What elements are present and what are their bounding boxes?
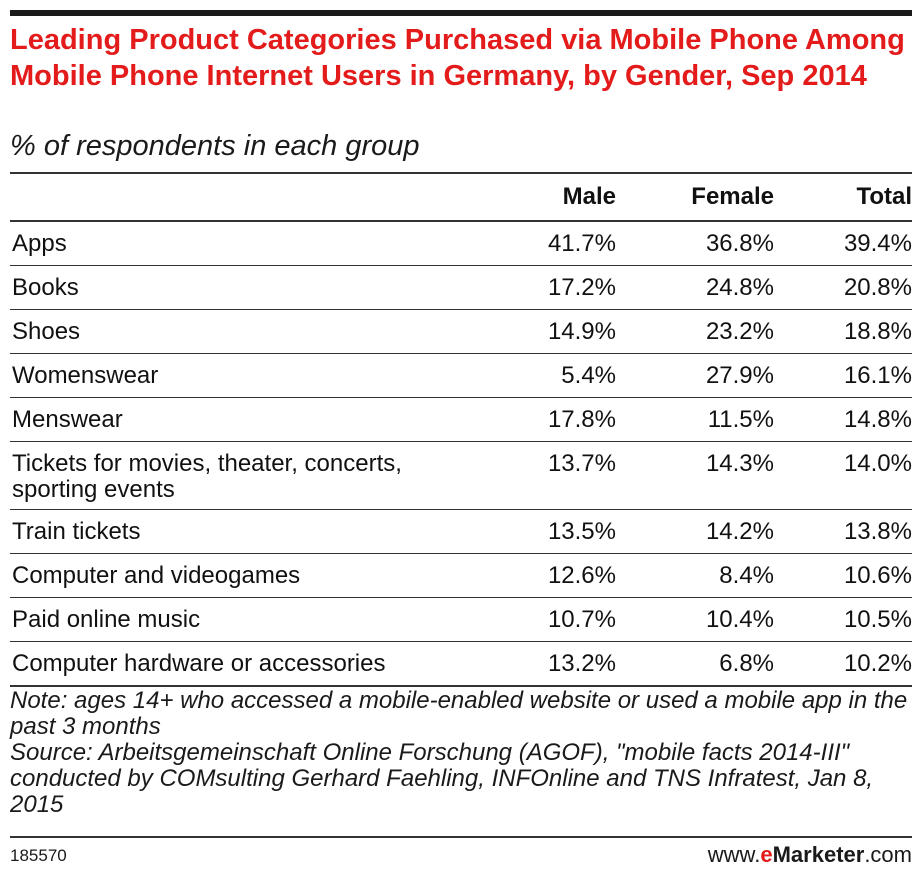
row-value-total: 10.2% — [774, 641, 912, 687]
row-value-female: 11.5% — [616, 397, 774, 442]
row-value-male: 10.7% — [462, 597, 616, 642]
row-value-male: 13.5% — [462, 509, 616, 554]
row-category: Menswear — [10, 397, 462, 442]
row-value-total: 20.8% — [774, 265, 912, 310]
chart-id: 185570 — [10, 846, 67, 865]
brand-prefix: www. — [707, 842, 761, 867]
row-value-total: 14.8% — [774, 397, 912, 442]
source-text: Source: Arbeitsgemeinschaft Online Forsc… — [10, 739, 874, 818]
row-value-female: 24.8% — [616, 265, 774, 310]
column-header-female: Female — [616, 172, 774, 222]
table-row: Paid online music 10.7% 10.4% 10.5% — [10, 597, 912, 642]
row-category: Computer hardware or accessories — [10, 641, 462, 687]
chart-subtitle: % of respondents in each group — [10, 130, 420, 162]
row-value-male: 13.7% — [462, 441, 616, 510]
table-row: Womenswear 5.4% 27.9% 16.1% — [10, 353, 912, 398]
row-value-male: 14.9% — [462, 309, 616, 354]
row-value-female: 8.4% — [616, 553, 774, 598]
row-value-female: 23.2% — [616, 309, 774, 354]
brand-suffix: .com — [864, 842, 912, 867]
bottom-rule — [10, 836, 912, 838]
brand-logo: www.eMarketer.com — [708, 842, 912, 868]
row-value-female: 14.2% — [616, 509, 774, 554]
row-value-total: 10.6% — [774, 553, 912, 598]
row-category: Apps — [10, 221, 462, 266]
table-row: Shoes 14.9% 23.2% 18.8% — [10, 309, 912, 354]
row-value-total: 10.5% — [774, 597, 912, 642]
brand-name: Marketer — [772, 842, 865, 867]
row-value-female: 10.4% — [616, 597, 774, 642]
row-value-total: 13.8% — [774, 509, 912, 554]
column-header-male: Male — [462, 172, 616, 222]
top-rule — [10, 10, 912, 16]
row-value-male: 12.6% — [462, 553, 616, 598]
row-value-total: 14.0% — [774, 441, 912, 510]
table-row: Train tickets 13.5% 14.2% 13.8% — [10, 509, 912, 554]
row-value-female: 36.8% — [616, 221, 774, 266]
chart-title: Leading Product Categories Purchased via… — [10, 24, 905, 92]
table-row: Apps 41.7% 36.8% 39.4% — [10, 221, 912, 266]
header-row: Male Female Total — [10, 172, 912, 222]
table-row: Menswear 17.8% 11.5% 14.8% — [10, 397, 912, 442]
row-value-male: 13.2% — [462, 641, 616, 687]
table-row: Computer hardware or accessories 13.2% 6.8… — [10, 641, 912, 687]
row-value-male: 17.8% — [462, 397, 616, 442]
note-text: Note: ages 14+ who accessed a mobile-ena… — [10, 687, 908, 740]
row-category: Train tickets — [10, 509, 462, 554]
column-header-total: Total — [774, 172, 912, 222]
table-row: Computer and videogames 12.6% 8.4% 10.6% — [10, 553, 912, 598]
row-value-female: 14.3% — [616, 441, 774, 510]
row-value-female: 27.9% — [616, 353, 774, 398]
table-row: Tickets for movies, theater, concerts, s… — [10, 441, 912, 510]
row-category: Womenswear — [10, 353, 462, 398]
data-table: Male Female Total Apps 41.7% 36.8% 39.4% Boo… — [10, 172, 912, 687]
row-value-total: 39.4% — [774, 221, 912, 266]
row-value-male: 5.4% — [462, 353, 616, 398]
row-value-female: 6.8% — [616, 641, 774, 687]
row-value-total: 16.1% — [774, 353, 912, 398]
row-category: Books — [10, 265, 462, 310]
row-category: Shoes — [10, 309, 462, 354]
row-category: Tickets for movies, theater, concerts, s… — [10, 441, 462, 510]
row-category: Computer and videogames — [10, 553, 462, 598]
row-value-total: 18.8% — [774, 309, 912, 354]
row-category: Paid online music — [10, 597, 462, 642]
table-body: Apps 41.7% 36.8% 39.4% Books 17.2% 24.8% 20.8% S… — [10, 221, 912, 687]
column-header-category — [10, 172, 462, 222]
row-value-male: 17.2% — [462, 265, 616, 310]
notes-block: Note: ages 14+ who accessed a mobile-ena… — [10, 688, 912, 818]
row-value-male: 41.7% — [462, 221, 616, 266]
table-row: Books 17.2% 24.8% 20.8% — [10, 265, 912, 310]
brand-e: e — [760, 842, 773, 867]
